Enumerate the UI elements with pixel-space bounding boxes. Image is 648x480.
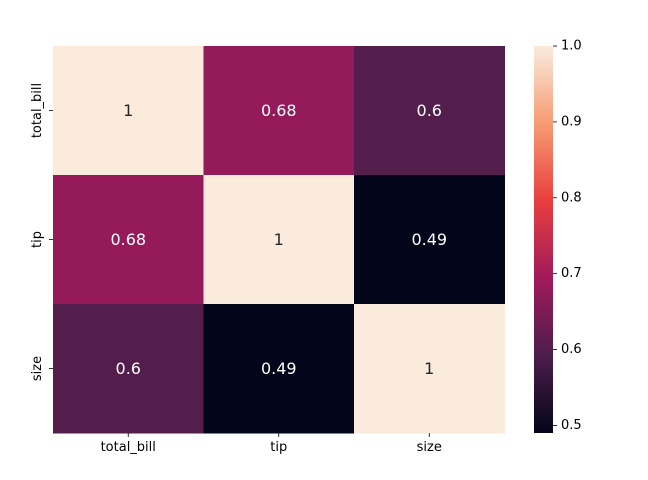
heatmap-cell	[354, 46, 505, 176]
y-tick-label: tip	[30, 231, 45, 248]
x-tick-label: size	[417, 440, 442, 455]
y-tick-label: total_bill	[30, 83, 45, 138]
heatmap-cell	[203, 304, 355, 434]
heatmap-cell	[354, 304, 505, 434]
colorbar: 0.5 0.6 0.7 0.8 0.9 1.0	[534, 39, 582, 433]
cell-annotation: 0.68	[110, 230, 146, 249]
heatmap-cells	[53, 46, 505, 434]
colorbar-tick-label: 0.5	[561, 418, 582, 433]
heatmap-cell	[53, 175, 204, 305]
colorbar-gradient	[534, 46, 553, 433]
heatmap-cell	[53, 46, 204, 176]
heatmap-cell	[203, 46, 355, 176]
colorbar-tick-label: 0.7	[561, 266, 582, 281]
y-tick-label: size	[30, 356, 45, 381]
cell-annotation: 1	[274, 230, 284, 249]
cell-annotation: 0.6	[116, 359, 141, 378]
cell-annotation: 0.6	[417, 101, 442, 120]
heatmap-annotations: 1 0.68 0.6 0.68 1 0.49 0.6 0.49 1	[110, 101, 447, 378]
heatmap-cell	[354, 175, 505, 305]
colorbar-tick-label: 1.0	[561, 39, 582, 54]
cell-annotation: 0.68	[261, 101, 297, 120]
colorbar-tick-label: 0.6	[561, 342, 582, 357]
x-axis: total_bill tip size	[101, 433, 442, 455]
cell-annotation: 1	[424, 359, 434, 378]
cell-annotation: 1	[123, 101, 133, 120]
colorbar-tick-label: 0.9	[561, 114, 582, 129]
x-tick-label: tip	[270, 440, 287, 455]
cell-annotation: 0.49	[261, 359, 297, 378]
cell-annotation: 0.49	[411, 230, 447, 249]
heatmap-cell	[203, 175, 355, 305]
heatmap-cell	[53, 304, 204, 434]
colorbar-tick-label: 0.8	[561, 190, 582, 205]
x-tick-label: total_bill	[101, 440, 156, 455]
